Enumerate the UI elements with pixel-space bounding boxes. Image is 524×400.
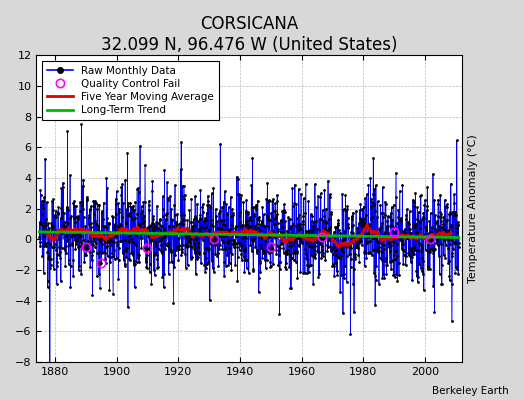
Title: CORSICANA
32.099 N, 96.476 W (United States): CORSICANA 32.099 N, 96.476 W (United Sta… bbox=[101, 15, 397, 54]
Text: Berkeley Earth: Berkeley Earth bbox=[432, 386, 508, 396]
Y-axis label: Temperature Anomaly (°C): Temperature Anomaly (°C) bbox=[467, 134, 477, 283]
Legend: Raw Monthly Data, Quality Control Fail, Five Year Moving Average, Long-Term Tren: Raw Monthly Data, Quality Control Fail, … bbox=[41, 60, 219, 120]
